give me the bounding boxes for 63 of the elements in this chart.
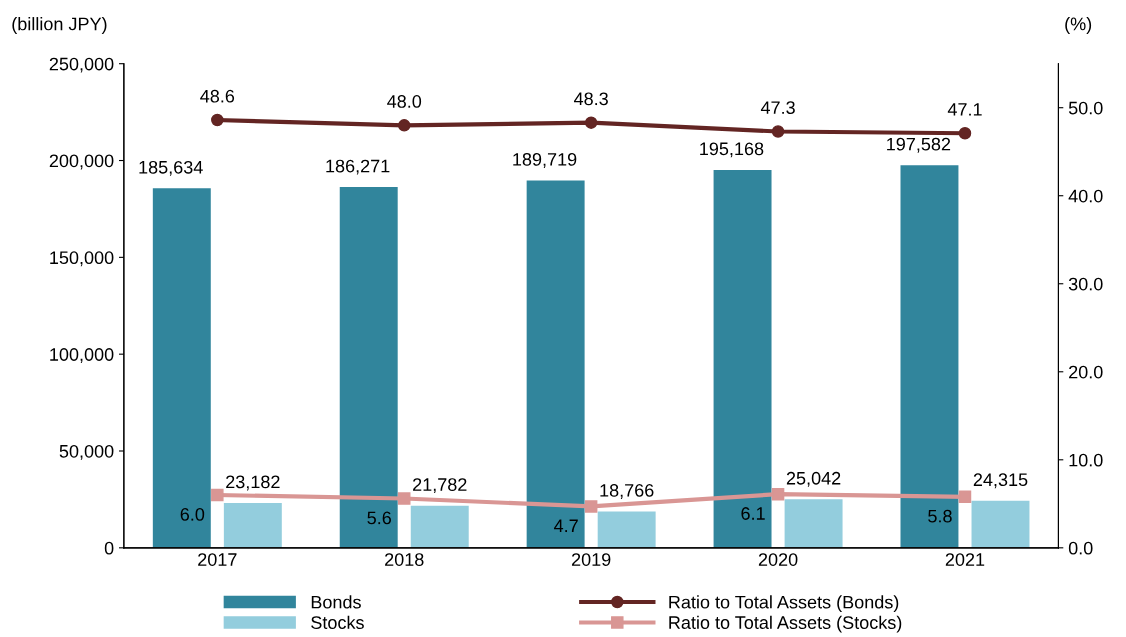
text: 185,634 [139,160,203,176]
point [397,119,411,132]
text: 48.0 [387,95,422,108]
legend-label: Ratio to Total Assets (Bonds) [669,595,899,613]
legend-label: Bonds [311,595,361,609]
point [211,488,224,502]
bar [900,165,959,548]
text: 6.0 [180,507,205,521]
bar [223,502,282,548]
x-tick-label: 2020 [758,553,798,566]
y-tick-label: 100,000 [50,348,114,364]
bar [713,169,772,548]
point [397,492,411,505]
y2-tick-label: 50.0 [1068,101,1103,115]
point [958,490,972,504]
y-tick-label: 200,000 [49,154,114,170]
text: 47.1 [947,103,982,116]
legend-label: Ratio to Total Assets (Stocks) [669,615,902,633]
text: 189,719 [513,152,577,168]
bar [526,180,585,548]
text: 48.3 [574,92,608,106]
bar [339,187,398,548]
y-tick-label: 50,000 [59,444,114,460]
bar [597,511,656,548]
y2-tick-label: 10.0 [1069,453,1103,467]
text: 195,168 [700,142,764,158]
y-tick-label: 250,000 [49,57,114,73]
y2-axis-title: (%) [1065,17,1092,34]
text: 48.6 [200,89,235,103]
text: 5.8 [928,509,952,523]
text: 197,582 [887,137,951,153]
text: 18,766 [600,484,654,499]
text: 6.1 [741,507,765,520]
y2-tick-label: 40.0 [1068,189,1103,203]
text: 5.6 [367,511,391,525]
x-tick-label: 2021 [945,553,985,566]
legend-label: Stocks [311,615,364,629]
y2-tick-label: 30.0 [1068,277,1103,291]
point [584,500,598,513]
x-tick-label: 2019 [571,553,611,566]
text: 4.7 [554,519,578,533]
point [771,125,785,138]
y-tick-label: 0 [104,541,114,555]
bar [152,188,211,548]
y2-tick-label: 20.0 [1069,365,1103,379]
text: 25,042 [786,471,841,487]
text: 21,782 [413,478,467,494]
y-axis-title: (billion JPY) [12,17,107,34]
point [211,113,224,127]
point [958,126,972,140]
y2-tick-label: 0.0 [1068,541,1093,555]
point [771,487,785,501]
bar [784,499,843,548]
text: 23,182 [226,475,280,491]
x-tick-label: 2018 [385,553,424,566]
point [584,116,598,129]
text: 24,315 [973,473,1028,489]
x-tick-label: 2017 [198,553,237,566]
text: 186,271 [326,159,390,175]
y-tick-label: 150,000 [50,251,114,267]
text: 47.3 [760,101,795,115]
bar [971,500,1030,548]
bar [410,505,469,548]
